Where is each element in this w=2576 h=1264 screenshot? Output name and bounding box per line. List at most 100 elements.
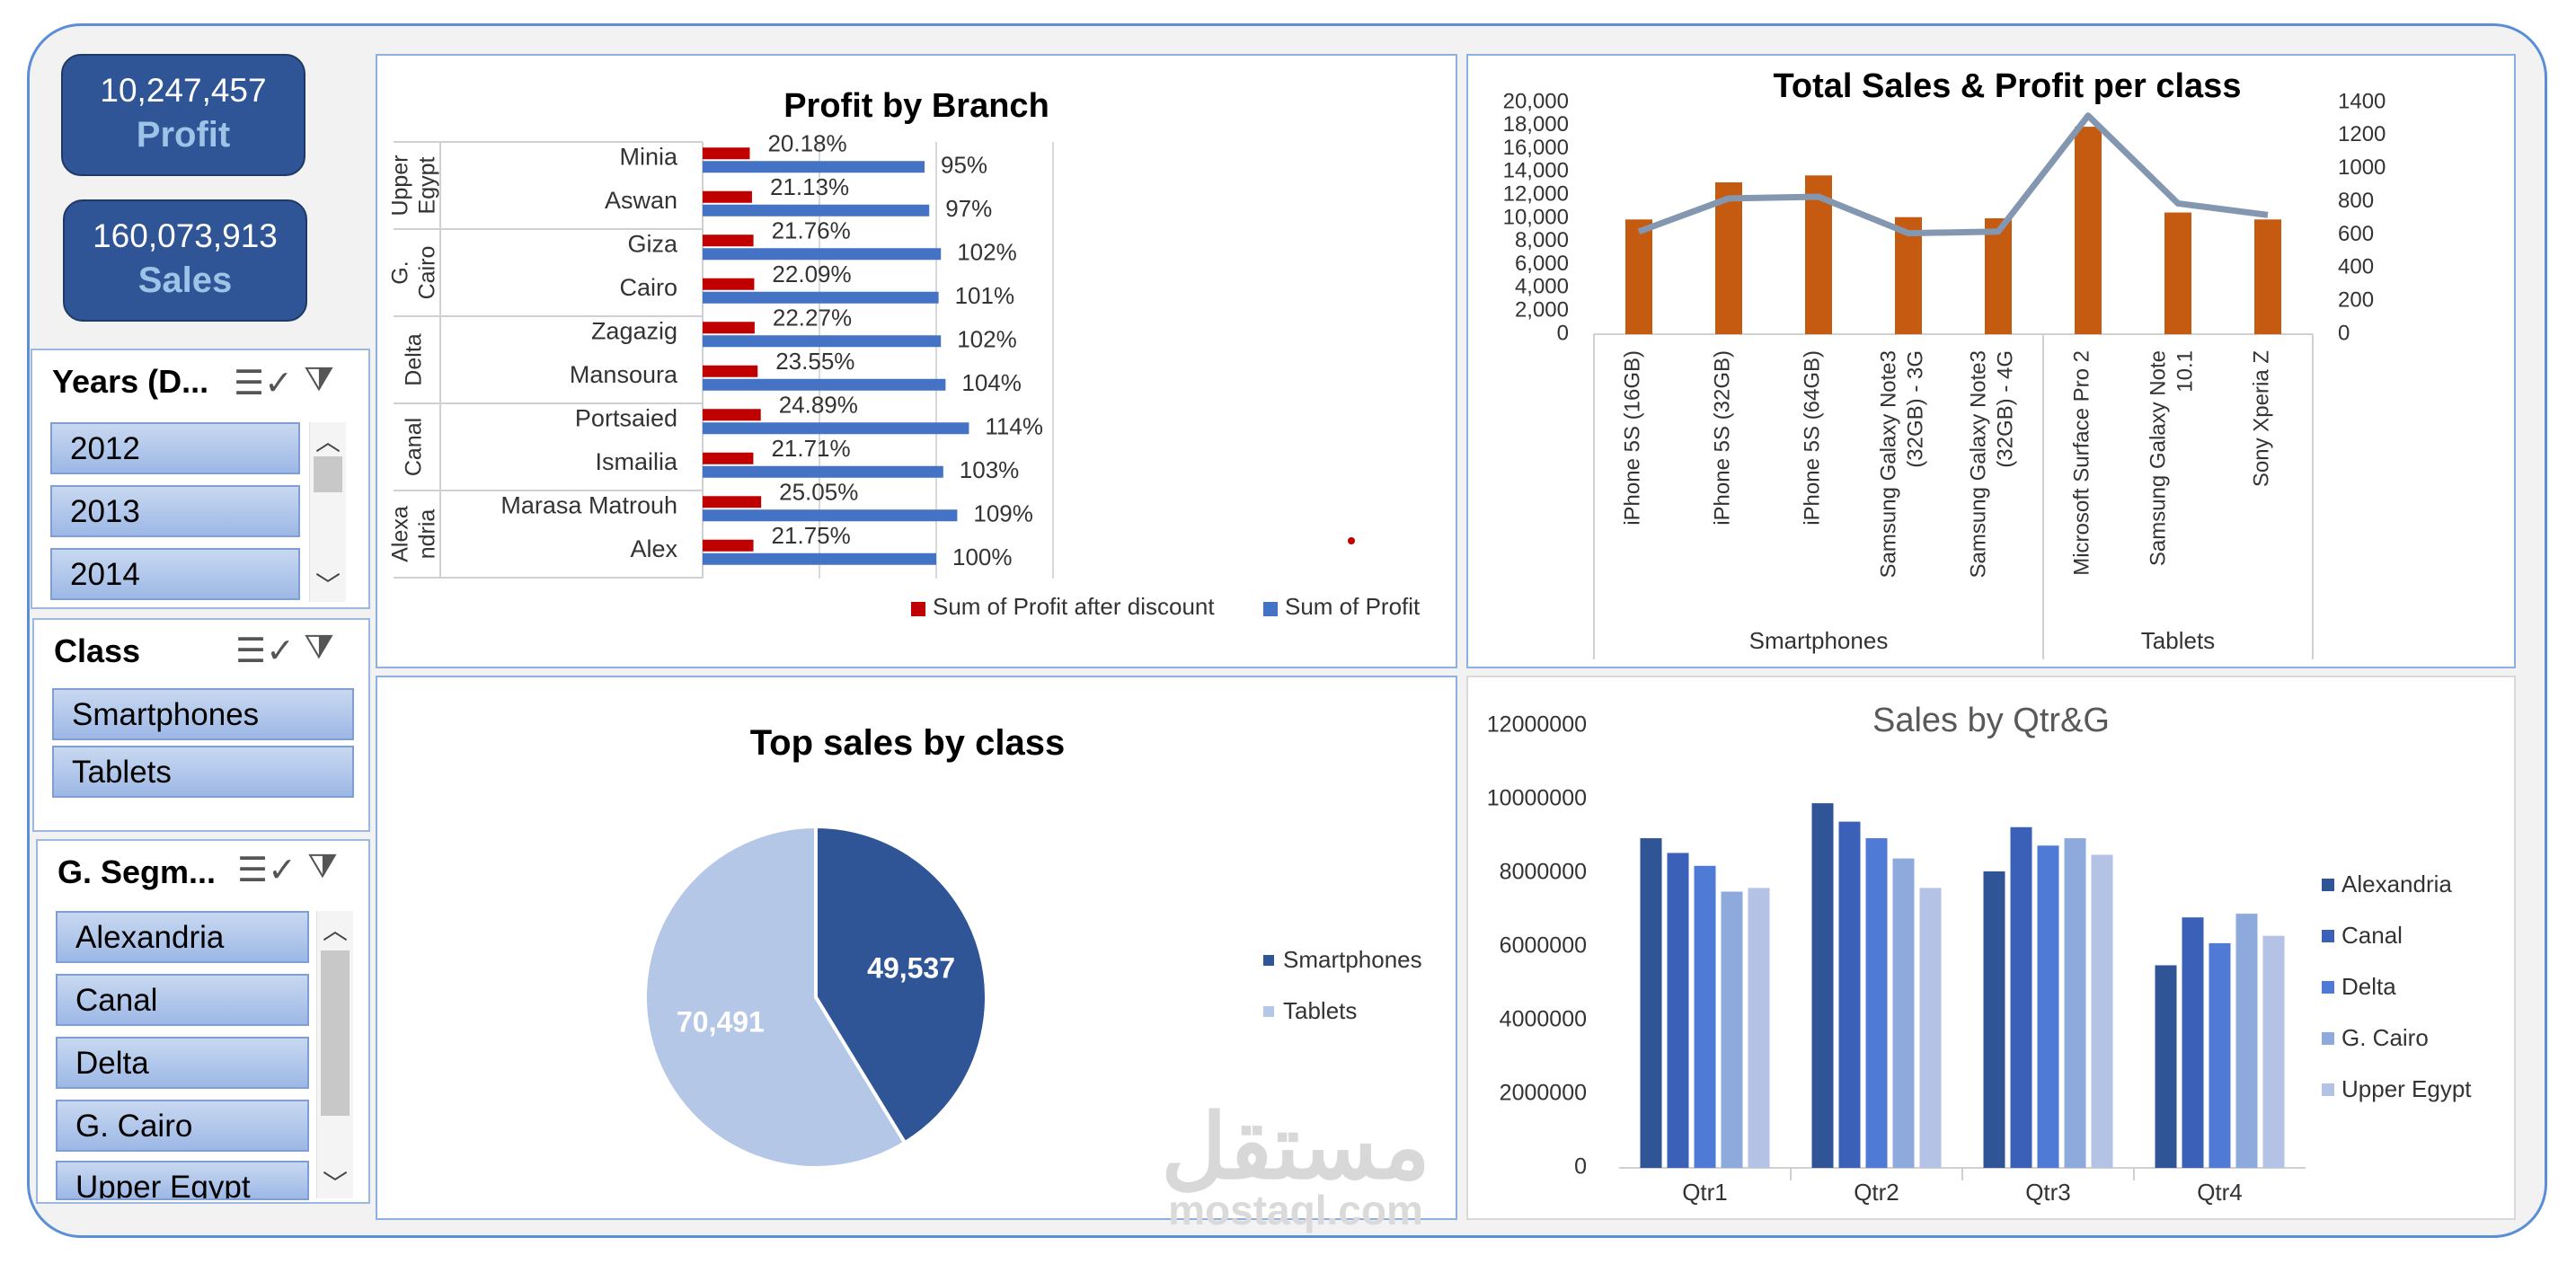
group-label: Upper <box>388 155 413 216</box>
profit-bar <box>703 465 943 478</box>
y-tick-left: 0 <box>1557 321 1569 345</box>
y-tick-left: 2,000 <box>1515 298 1569 323</box>
profit-bar <box>703 335 942 348</box>
y-tick-left: 4,000 <box>1515 275 1569 299</box>
category-label: Samsung Galaxy Note3 <box>1876 350 1900 578</box>
category-label: iPhone 5S (32GB) <box>1710 350 1734 526</box>
sales-bar <box>2164 212 2191 334</box>
legend-swatch <box>1263 1006 1274 1017</box>
profit-after-discount-label: 21.71% <box>771 435 850 462</box>
top-sales-class-panel: Top sales by class 49,537 70,491 Smartphone… <box>376 676 1457 1220</box>
pie-value-label: 49,537 <box>867 952 955 985</box>
multi-select-icon[interactable]: ☰✓ <box>235 632 295 670</box>
sales-bar <box>1983 871 2005 1168</box>
legend-swatch <box>2322 981 2334 994</box>
chevron-up-icon[interactable]: ︿ <box>322 916 348 944</box>
chevron-up-icon[interactable]: ︿ <box>314 428 341 455</box>
sales-bar <box>1667 853 1689 1168</box>
sales-bar <box>1811 803 1834 1168</box>
years-scrollbar[interactable]: ︿ ﹀ <box>309 422 346 602</box>
y-tick-left: 16,000 <box>1503 136 1569 160</box>
category-label: Qtr4 <box>2197 1179 2243 1206</box>
y-tick-right: 800 <box>2338 189 2374 213</box>
y-tick-right: 0 <box>2338 321 2350 345</box>
profit-after-discount-label: 23.55% <box>775 348 854 375</box>
pie-value-label: 70,491 <box>677 1005 765 1038</box>
group-label: Alexa <box>388 506 413 562</box>
sales-profit-class-panel: Total Sales & Profit per class 0 2,000 4,00… <box>1466 54 2516 668</box>
legend-label: Tablets <box>1283 997 1357 1024</box>
segment-item-delta[interactable]: Delta <box>56 1037 309 1089</box>
chevron-down-icon[interactable]: ﹀ <box>322 1170 348 1198</box>
sales-value: 160,073,913 <box>93 217 278 254</box>
segment-item-upper-egypt[interactable]: Upper Egypt <box>56 1161 309 1200</box>
legend-label: Canal <box>2341 922 2403 949</box>
profit-label: 109% <box>973 499 1033 526</box>
group-label: ndria <box>415 509 440 560</box>
clear-filter-icon[interactable]: ⧩ <box>304 629 334 667</box>
legend-label: Upper Egypt <box>2341 1075 2472 1102</box>
profit-label: 103% <box>960 456 1020 483</box>
legend-swatch <box>1263 955 1274 966</box>
legend-label: Delta <box>2341 973 2396 1000</box>
profit-bar <box>703 248 942 261</box>
profit-after-discount-bar <box>703 278 755 290</box>
sales-bar <box>2064 838 2086 1168</box>
chevron-down-icon[interactable]: ﹀ <box>314 571 341 599</box>
legend-swatch <box>911 602 925 616</box>
clear-filter-icon[interactable]: ⧩ <box>304 361 334 399</box>
sales-bar <box>1892 858 1915 1168</box>
profit-after-discount-label: 22.27% <box>773 304 852 331</box>
group-label: Tablets <box>2141 627 2215 654</box>
profit-after-discount-bar <box>703 365 758 377</box>
sales-bar <box>1625 219 1652 334</box>
years-item-2012[interactable]: 2012 <box>50 422 300 474</box>
class-slicer: Class ☰✓ ⧩ Smartphones Tablets <box>32 618 370 832</box>
class-item-tablets[interactable]: Tablets <box>52 746 354 798</box>
multi-select-icon[interactable]: ☰✓ <box>237 852 297 889</box>
watermark-text: mostaql.com <box>1168 1187 1423 1233</box>
sales-bar <box>2010 826 2032 1168</box>
category-label: Microsoft Surface Pro 2 <box>2069 350 2094 576</box>
y-tick-left: 6,000 <box>1515 252 1569 276</box>
profit-after-discount-label: 20.18% <box>767 129 846 156</box>
profit-after-discount-bar <box>703 147 750 160</box>
profit-by-branch-panel: Profit by Branch Upper Egypt G. Cairo Delta C… <box>376 54 1457 668</box>
sales-bar <box>1919 888 1942 1168</box>
profit-bar <box>703 552 936 565</box>
group-label: Delta <box>402 333 427 385</box>
profit-after-discount-label: 24.89% <box>779 391 858 418</box>
y-tick-right: 600 <box>2338 222 2374 246</box>
profit-after-discount-bar <box>703 190 752 203</box>
profit-label: 101% <box>955 282 1015 309</box>
chart-title: Profit by Branch <box>783 87 1049 125</box>
class-item-smartphones[interactable]: Smartphones <box>52 688 354 740</box>
sales-by-qtr-chart: Sales by Qtr&G 0 2000000 4000000 6000000 8000… <box>1487 702 2473 1206</box>
segment-item-g-cairo[interactable]: G. Cairo <box>56 1100 309 1152</box>
sales-bar <box>2182 917 2204 1168</box>
years-item-2013[interactable]: 2013 <box>50 485 300 537</box>
multi-select-icon[interactable]: ☰✓ <box>234 365 293 402</box>
segment-item-canal[interactable]: Canal <box>56 974 309 1026</box>
sales-bar <box>2254 219 2281 334</box>
segment-slicer-title: G. Segm... <box>58 853 217 890</box>
profit-bar <box>703 291 939 304</box>
watermark: مستقل mostaql.com <box>1134 1102 1457 1233</box>
sales-bar <box>2209 942 2231 1168</box>
branch-label: Marasa Matrouh <box>500 491 677 518</box>
clear-filter-icon[interactable]: ⧩ <box>307 848 338 886</box>
years-item-2014[interactable]: 2014 <box>50 548 300 600</box>
segment-scrollbar[interactable]: ︿ ﹀ <box>316 911 353 1198</box>
profit-after-discount-bar <box>703 539 754 552</box>
profit-after-discount-bar <box>703 496 762 508</box>
scroll-thumb[interactable] <box>321 950 350 1116</box>
scroll-thumb[interactable] <box>314 456 342 492</box>
sales-bar <box>2037 845 2059 1168</box>
y-tick-left: 8,000 <box>1515 228 1569 252</box>
segment-item-alexandria[interactable]: Alexandria <box>56 911 309 963</box>
y-tick-left: 20,000 <box>1503 89 1569 113</box>
sales-bar <box>1895 217 1922 334</box>
chart-title: Top sales by class <box>750 723 1066 763</box>
legend-label: Alexandria <box>2341 871 2452 897</box>
profit-label: 102% <box>957 325 1017 352</box>
